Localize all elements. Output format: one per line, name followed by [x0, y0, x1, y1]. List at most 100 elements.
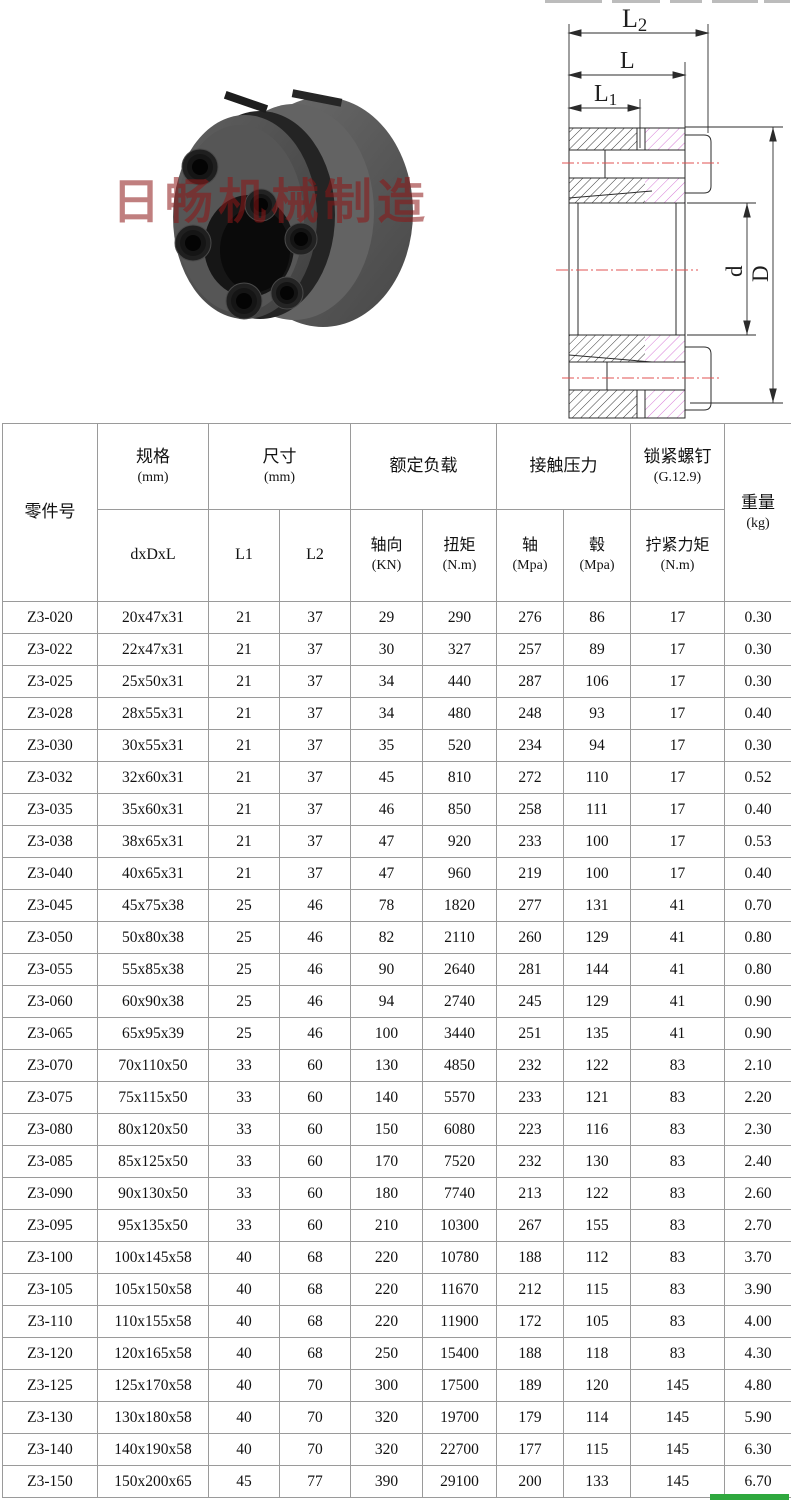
header-screw-group: 锁紧螺钉 (G.12.9): [630, 423, 725, 510]
cell-tightening: 145: [630, 1433, 725, 1466]
cell-l1: 21: [208, 665, 280, 698]
cell-shaft: 251: [496, 1017, 564, 1050]
cell-torque: 4850: [422, 1049, 497, 1082]
header-shaft: 轴 (Mpa): [496, 509, 564, 602]
cell-torque: 2640: [422, 953, 497, 986]
cell-weight: 0.52: [724, 761, 791, 794]
cell-axial: 220: [350, 1273, 423, 1306]
cell-spec: 55x85x38: [97, 953, 209, 986]
cell-spec: 125x170x58: [97, 1369, 209, 1402]
cell-l2: 70: [279, 1369, 351, 1402]
header-torque: 扭矩 (N.m): [422, 509, 497, 602]
cell-weight: 3.90: [724, 1273, 791, 1306]
table-row: Z3-022 22x47x31 21 37 30 327 257 89 17 0.30: [2, 633, 791, 666]
cell-weight: 0.40: [724, 697, 791, 730]
cell-torque: 920: [422, 825, 497, 858]
spec-table: 零件号 规格 (mm) 尺寸 (mm) 额定负载 接触压力 锁紧螺钉 (G.1: [2, 423, 791, 1498]
cell-l1: 21: [208, 793, 280, 826]
table-row: Z3-140 140x190x58 40 70 320 22700 177 115 145 6.3…: [2, 1433, 791, 1466]
cell-part_no: Z3-110: [2, 1305, 98, 1338]
cell-spec: 100x145x58: [97, 1241, 209, 1274]
cell-axial: 170: [350, 1145, 423, 1178]
cell-axial: 220: [350, 1305, 423, 1338]
cell-axial: 320: [350, 1433, 423, 1466]
cell-part_no: Z3-070: [2, 1049, 98, 1082]
cell-l2: 68: [279, 1273, 351, 1306]
header-size-group: 尺寸 (mm): [208, 423, 351, 510]
cell-torque: 850: [422, 793, 497, 826]
cell-l1: 21: [208, 601, 280, 634]
cell-hub: 105: [563, 1305, 631, 1338]
cell-spec: 25x50x31: [97, 665, 209, 698]
cell-part_no: Z3-032: [2, 761, 98, 794]
table-row: Z3-075 75x115x50 33 60 140 5570 233 121 83 2.20: [2, 1081, 791, 1114]
cell-weight: 2.70: [724, 1209, 791, 1242]
cell-weight: 0.53: [724, 825, 791, 858]
body-outline: [568, 127, 712, 419]
cell-tightening: 83: [630, 1177, 725, 1210]
header-l2: L2: [279, 509, 351, 602]
cell-l2: 68: [279, 1305, 351, 1338]
cell-shaft: 232: [496, 1145, 564, 1178]
table-row: Z3-150 150x200x65 45 77 390 29100 200 133 145 6.7…: [2, 1465, 791, 1498]
locking-assembly-photo: [173, 89, 413, 327]
cell-shaft: 272: [496, 761, 564, 794]
cell-hub: 100: [563, 825, 631, 858]
bore-shadow: [220, 208, 290, 292]
cell-weight: 6.70: [724, 1465, 791, 1498]
cell-hub: 94: [563, 729, 631, 762]
cell-l2: 46: [279, 953, 351, 986]
cell-l2: 68: [279, 1337, 351, 1370]
cell-l1: 21: [208, 761, 280, 794]
cell-spec: 110x155x58: [97, 1305, 209, 1338]
cell-tightening: 145: [630, 1401, 725, 1434]
cell-l1: 40: [208, 1337, 280, 1370]
cell-spec: 130x180x58: [97, 1401, 209, 1434]
cell-weight: 2.60: [724, 1177, 791, 1210]
cell-torque: 11670: [422, 1273, 497, 1306]
cell-l1: 40: [208, 1369, 280, 1402]
cell-l1: 45: [208, 1465, 280, 1498]
cell-spec: 80x120x50: [97, 1113, 209, 1146]
cell-spec: 150x200x65: [97, 1465, 209, 1498]
watermark-text: 日畅机械制造: [112, 176, 431, 229]
cell-tightening: 17: [630, 793, 725, 826]
cell-spec: 120x165x58: [97, 1337, 209, 1370]
cell-hub: 129: [563, 985, 631, 1018]
dim-label-L1: L1: [594, 81, 617, 109]
cell-part_no: Z3-055: [2, 953, 98, 986]
cell-shaft: 212: [496, 1273, 564, 1306]
cell-torque: 7520: [422, 1145, 497, 1178]
cell-l2: 60: [279, 1081, 351, 1114]
table-row: Z3-055 55x85x38 25 46 90 2640 281 144 41 0.80: [2, 953, 791, 986]
cell-torque: 327: [422, 633, 497, 666]
hatched-sections: [569, 128, 685, 418]
technical-drawing: L2 L L1 d D: [540, 0, 791, 420]
cell-l1: 40: [208, 1433, 280, 1466]
cell-axial: 94: [350, 985, 423, 1018]
cell-tightening: 145: [630, 1369, 725, 1402]
cell-spec: 35x60x31: [97, 793, 209, 826]
cell-spec: 28x55x31: [97, 697, 209, 730]
cell-torque: 2110: [422, 921, 497, 954]
dimension-lines: [567, 24, 783, 404]
cell-tightening: 17: [630, 665, 725, 698]
cell-shaft: 232: [496, 1049, 564, 1082]
cell-torque: 10300: [422, 1209, 497, 1242]
cell-shaft: 276: [496, 601, 564, 634]
cell-spec: 20x47x31: [97, 601, 209, 634]
cell-weight: 6.30: [724, 1433, 791, 1466]
dim-label-D: D: [748, 265, 773, 282]
cell-l1: 33: [208, 1049, 280, 1082]
header-spec-sub: dxDxL: [97, 509, 209, 602]
cell-l2: 70: [279, 1401, 351, 1434]
cell-weight: 4.00: [724, 1305, 791, 1338]
cell-shaft: 188: [496, 1337, 564, 1370]
cell-l1: 21: [208, 729, 280, 762]
cell-shaft: 179: [496, 1401, 564, 1434]
cell-hub: 112: [563, 1241, 631, 1274]
cell-weight: 3.70: [724, 1241, 791, 1274]
cell-l2: 37: [279, 665, 351, 698]
cell-hub: 135: [563, 1017, 631, 1050]
cell-tightening: 17: [630, 697, 725, 730]
